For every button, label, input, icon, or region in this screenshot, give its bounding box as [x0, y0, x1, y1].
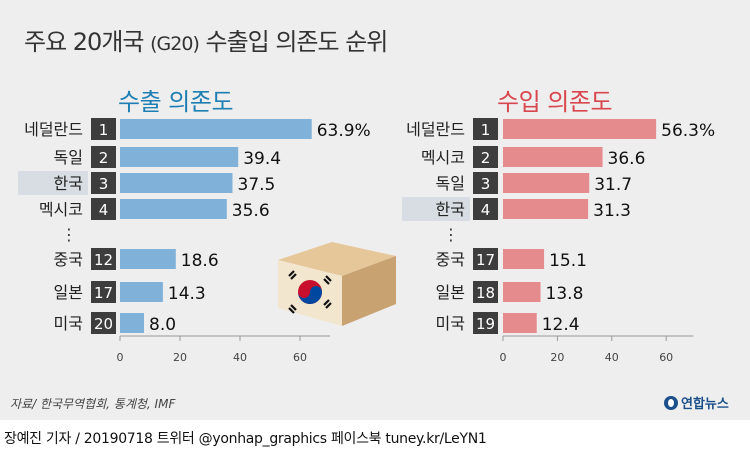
- export-bar: [120, 199, 227, 219]
- export-x-tick-label: 40: [233, 351, 247, 364]
- export-rank-number: 12: [94, 251, 113, 269]
- export-value-label: 14.3: [168, 284, 206, 304]
- export-category-label: 독일: [54, 148, 83, 167]
- import-rank-number: 17: [476, 251, 495, 269]
- import-x-tick-label: 20: [550, 351, 564, 364]
- export-value-label: 39.4: [243, 149, 281, 169]
- import-rank-box: [473, 198, 498, 220]
- import-bar: [503, 119, 657, 139]
- import-bar: [503, 173, 590, 193]
- export-value-label: 37.5: [238, 175, 276, 195]
- import-x-tick-label: 40: [605, 351, 619, 364]
- import-x-tick-label: 0: [500, 351, 507, 364]
- export-chart-title: 수출 의존도: [118, 88, 234, 116]
- export-rank-number: 20: [94, 315, 113, 333]
- export-x-tick-label: 0: [117, 351, 124, 364]
- export-rank-box: [91, 281, 116, 303]
- import-value-label: 31.7: [594, 175, 632, 195]
- export-value-label: 8.0: [149, 315, 176, 335]
- import-value-label: 56.3%: [661, 121, 715, 141]
- import-category-label: 멕시코: [421, 148, 465, 167]
- import-rank-box: [473, 118, 498, 140]
- import-rank-number: 2: [481, 149, 491, 167]
- export-rank-number: 1: [99, 121, 109, 139]
- import-rank-box: [473, 172, 498, 194]
- export-rank-box: [91, 248, 116, 270]
- export-rank-box: [91, 312, 116, 334]
- import-rank-number: 4: [481, 201, 491, 219]
- import-gap-marker: ⋮: [443, 225, 459, 244]
- import-x-tick-label: 60: [659, 351, 673, 364]
- import-rank-number: 19: [476, 315, 495, 333]
- export-bar: [120, 282, 163, 302]
- box-side: [342, 256, 396, 326]
- import-rank-number: 3: [481, 175, 491, 193]
- yonhap-logo-icon: [664, 395, 678, 410]
- page-title: 주요 20개국 (G20) 수출입 의존도 순위: [24, 22, 388, 57]
- export-category-label: 미국: [54, 314, 83, 333]
- export-rank-box: [91, 198, 116, 220]
- import-value-label: 15.1: [549, 251, 587, 271]
- export-rank-number: 2: [99, 149, 109, 167]
- export-rank-number: 17: [94, 284, 113, 302]
- import-rank-box: [473, 312, 498, 334]
- source-note: 자료/ 한국무역협회, 통계청, IMF: [10, 397, 176, 411]
- import-bar: [503, 282, 541, 302]
- import-rank-number: 1: [481, 121, 491, 139]
- export-bar: [120, 249, 176, 269]
- export-category-label: 일본: [54, 283, 83, 302]
- export-category-label: 중국: [54, 250, 83, 269]
- import-rank-box: [473, 248, 498, 270]
- export-bar: [120, 313, 144, 333]
- import-value-label: 31.3: [593, 201, 631, 221]
- export-bar: [120, 173, 233, 193]
- export-rank-number: 3: [99, 175, 109, 193]
- import-value-label: 12.4: [542, 315, 580, 335]
- export-category-label: 네덜란드: [24, 120, 83, 139]
- import-rank-box: [473, 146, 498, 168]
- yonhap-logo-text: 연합뉴스: [681, 397, 729, 412]
- title-paren: (G20): [150, 33, 200, 55]
- box-top: [278, 242, 396, 276]
- korea-box-illustration: [278, 242, 396, 326]
- export-value-label: 18.6: [181, 251, 219, 271]
- import-rank-box: [473, 281, 498, 303]
- import-category-label: 미국: [436, 314, 465, 333]
- export-rank-box: [91, 118, 116, 140]
- export-category-label: 한국: [54, 174, 83, 193]
- yonhap-logo: 연합뉴스: [664, 393, 729, 412]
- import-highlight-band: [402, 197, 470, 221]
- export-rank-box: [91, 146, 116, 168]
- export-value-label: 35.6: [232, 201, 270, 221]
- export-x-tick-label: 20: [173, 351, 187, 364]
- title-main: 주요 20개국: [24, 28, 151, 56]
- import-bar: [503, 147, 603, 167]
- export-category-label: 멕시코: [39, 200, 83, 219]
- export-bar: [120, 119, 312, 139]
- import-category-label: 중국: [436, 250, 465, 269]
- export-bar: [120, 147, 239, 167]
- import-category-label: 일본: [436, 283, 465, 302]
- import-category-label: 네덜란드: [406, 120, 465, 139]
- korean-flag-icon: [288, 270, 332, 314]
- export-rank-box: [91, 172, 116, 194]
- byline-footer: 장예진 기자 / 20190718 트위터 @yonhap_graphics 페…: [4, 431, 487, 447]
- import-bar: [503, 199, 589, 219]
- export-highlight-band: [18, 171, 88, 195]
- import-rank-number: 18: [476, 284, 495, 302]
- title-rest: 수출입 의존도 순위: [198, 28, 388, 56]
- export-value-label: 63.9%: [317, 121, 371, 141]
- import-category-label: 독일: [436, 174, 465, 193]
- export-x-tick-label: 60: [293, 351, 307, 364]
- import-value-label: 13.8: [546, 284, 584, 304]
- export-rank-number: 4: [99, 201, 109, 219]
- import-value-label: 36.6: [608, 149, 646, 169]
- import-category-label: 한국: [436, 200, 465, 219]
- import-chart-title: 수입 의존도: [497, 88, 613, 116]
- export-gap-marker: ⋮: [61, 225, 77, 244]
- import-bar: [503, 249, 545, 269]
- import-bar: [503, 313, 537, 333]
